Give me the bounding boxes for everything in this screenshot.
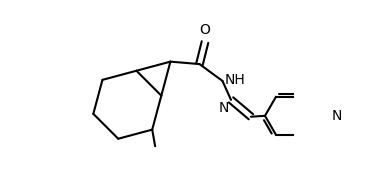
Text: O: O <box>200 23 211 37</box>
Text: N: N <box>219 101 229 115</box>
Text: N: N <box>332 109 342 123</box>
Text: NH: NH <box>225 73 246 87</box>
